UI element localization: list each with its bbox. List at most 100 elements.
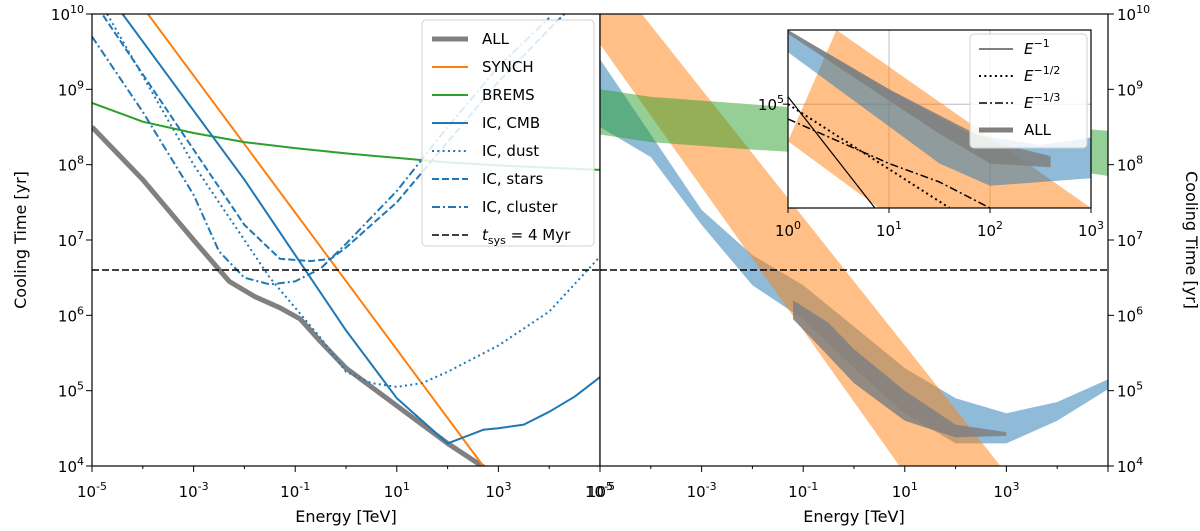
y-tick-label: 108 — [1117, 154, 1143, 175]
tick-exponent: -3 — [706, 480, 717, 493]
tick-exponent: 9 — [1136, 78, 1143, 91]
tick-exponent: 6 — [77, 304, 84, 317]
inset-line — [788, 118, 991, 208]
legend: ALL SYNCH BREMS IC, CMB IC, dust IC, stars IC,… — [421, 19, 595, 247]
tick-base: 10 — [587, 483, 606, 501]
tick-base: 10 — [775, 222, 794, 240]
y-tick-label: 108 — [58, 154, 84, 175]
left-axes: 10-5 10-3 10-1 101 103 1051041051061071081091… — [51, 3, 613, 501]
y-tick-label: 109 — [1117, 78, 1143, 99]
series-line-ic-stars — [100, 14, 566, 263]
tick-exponent: -5 — [604, 480, 615, 493]
inset-line — [788, 103, 951, 208]
tick-base: 10 — [876, 222, 895, 240]
legend-box — [421, 19, 595, 247]
tick-base: 10 — [1117, 383, 1136, 401]
legend-label: IC, dust — [482, 142, 539, 160]
tick-base: 10 — [179, 483, 198, 501]
tick-base: 10 — [58, 307, 77, 325]
legend-label: tsys = 4 Myr — [482, 226, 571, 247]
tick-exponent: -5 — [96, 480, 107, 493]
series-line-all — [92, 125, 487, 466]
inset-legend-label: E−1 — [1024, 37, 1050, 58]
x-tick-label: 10-5 — [585, 480, 615, 501]
tick-base: 10 — [993, 483, 1012, 501]
inset-legend-label: E−1/2 — [1024, 64, 1060, 85]
tick-base: 10 — [280, 483, 299, 501]
tick-exponent: 5 — [777, 93, 784, 106]
tick-base: 10 — [977, 222, 996, 240]
y-tick-label: 1010 — [1117, 3, 1150, 24]
tick-base: 10 — [58, 232, 77, 250]
series-line-ic-cmb — [121, 14, 600, 445]
y-tick-label: 104 — [58, 455, 84, 476]
series-line-ic-dust — [106, 14, 600, 388]
tick-exponent: 1 — [403, 480, 410, 493]
right-y-axis-label: Cooling Time [yr] — [1182, 171, 1200, 309]
tick-exponent: 5 — [1136, 380, 1143, 393]
x-tick-label: 10-1 — [788, 480, 818, 501]
y-tick-label: 105 — [58, 380, 84, 401]
legend-label: BREMS — [482, 86, 535, 104]
right-x-axis-label: Energy [TeV] — [803, 507, 904, 526]
tick-base: 10 — [1117, 157, 1136, 175]
legend-label: IC, CMB — [482, 114, 540, 132]
tick-exponent: 8 — [77, 154, 84, 167]
inset-legend-label: E−1/3 — [1024, 91, 1060, 112]
tick-base: 10 — [58, 458, 77, 476]
inset-x-tick-label: 100 — [775, 219, 801, 240]
tick-base: 10 — [788, 483, 807, 501]
tick-base: 10 — [77, 483, 96, 501]
inset-legend-label: ALL — [1024, 121, 1052, 139]
tick-exponent: 7 — [1136, 229, 1143, 242]
tick-base: 10 — [1117, 458, 1136, 476]
left-x-axis-label: Energy [TeV] — [295, 507, 396, 526]
x-tick-label: 10-1 — [280, 480, 310, 501]
tick-base: 10 — [1078, 222, 1097, 240]
legend-label: SYNCH — [482, 58, 534, 76]
tick-base: 10 — [1117, 232, 1136, 250]
tick-exponent: 5 — [606, 480, 613, 493]
x-tick-label: 103 — [993, 480, 1019, 501]
tick-base: 10 — [1117, 81, 1136, 99]
tick-exponent: 1 — [911, 480, 918, 493]
inset-y-tick-label: 105 — [758, 93, 784, 114]
inset-band-all-band — [788, 30, 1051, 168]
left-y-axis-label: Cooling Time [yr] — [11, 171, 30, 309]
x-tick-label: 101 — [892, 480, 918, 501]
tick-base: 10 — [384, 483, 403, 501]
inset-line — [788, 96, 876, 208]
tick-exponent: -3 — [198, 480, 209, 493]
tick-base: 10 — [51, 6, 70, 24]
inset-x-tick-label: 102 — [977, 219, 1003, 240]
tick-exponent: 6 — [1136, 304, 1143, 317]
tick-exponent: 7 — [77, 229, 84, 242]
left-panel: 10-5 10-3 10-1 101 103 1051041051061071081091… — [11, 3, 613, 526]
x-tick-label: 10-3 — [687, 480, 717, 501]
inset-x-tick-label: 101 — [876, 219, 902, 240]
inset-axes-frame — [787, 29, 1092, 209]
tick-exponent: 3 — [1097, 219, 1104, 232]
tick-base: 10 — [892, 483, 911, 501]
tick-base: 10 — [58, 157, 77, 175]
tick-exponent: 5 — [77, 380, 84, 393]
legend-label: ALL — [482, 30, 510, 48]
tick-exponent: 3 — [1012, 480, 1019, 493]
tick-base: 10 — [58, 81, 77, 99]
tick-exponent: -1 — [807, 480, 818, 493]
y-tick-label: 107 — [58, 229, 84, 250]
inset-legend: E−1 E−1/2 E−1/3 ALL — [969, 33, 1088, 149]
tick-base: 10 — [687, 483, 706, 501]
inset-legend-box — [969, 33, 1088, 149]
y-tick-label: 109 — [58, 78, 84, 99]
y-tick-label: 104 — [1117, 455, 1143, 476]
x-tick-label: 103 — [485, 480, 511, 501]
tick-base: 10 — [1117, 307, 1136, 325]
y-tick-label: 107 — [1117, 229, 1143, 250]
y-tick-label: 1010 — [51, 3, 84, 24]
band-all-band — [793, 300, 1007, 438]
